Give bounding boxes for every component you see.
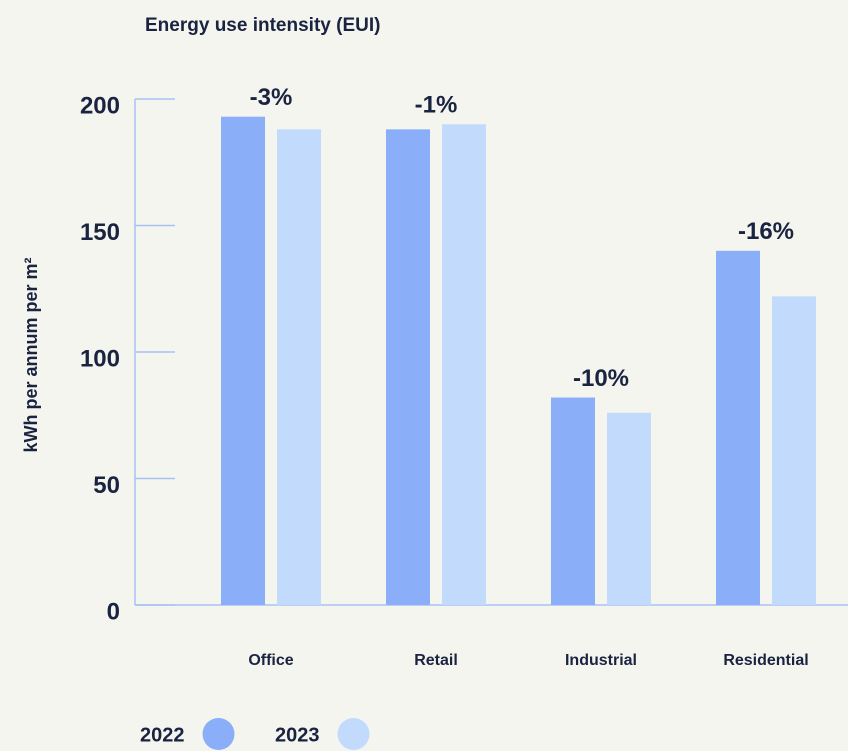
x-tick-label: Retail: [414, 652, 458, 669]
legend-swatch: [337, 718, 370, 750]
bar: [607, 412, 651, 605]
annotation: -10%: [573, 365, 629, 392]
annotation: -1%: [415, 92, 458, 119]
chart-title: Energy use intensity (EUI): [145, 15, 380, 36]
x-tick-label: Residential: [723, 652, 808, 669]
x-tick-label: Office: [248, 652, 293, 669]
bar: [551, 397, 595, 605]
x-tick-label: Industrial: [565, 652, 637, 669]
bar: [716, 250, 760, 606]
legend-swatch: [202, 718, 235, 750]
bar: [772, 296, 816, 605]
y-tick-label: 50: [93, 472, 120, 499]
y-tick-label: 200: [80, 92, 120, 119]
annotation: -16%: [738, 218, 794, 245]
bar: [386, 129, 430, 606]
y-tick-label: 150: [80, 219, 120, 246]
y-tick-label: 100: [80, 345, 120, 372]
legend-label: 2023: [275, 724, 320, 746]
bar: [277, 129, 321, 606]
annotation: -3%: [250, 84, 293, 111]
legend-label: 2022: [140, 724, 185, 746]
bar: [442, 124, 486, 606]
y-tick-label: 0: [107, 598, 120, 625]
bar: [221, 116, 265, 606]
y-axis-label: kWh per annum per m²: [21, 257, 41, 452]
